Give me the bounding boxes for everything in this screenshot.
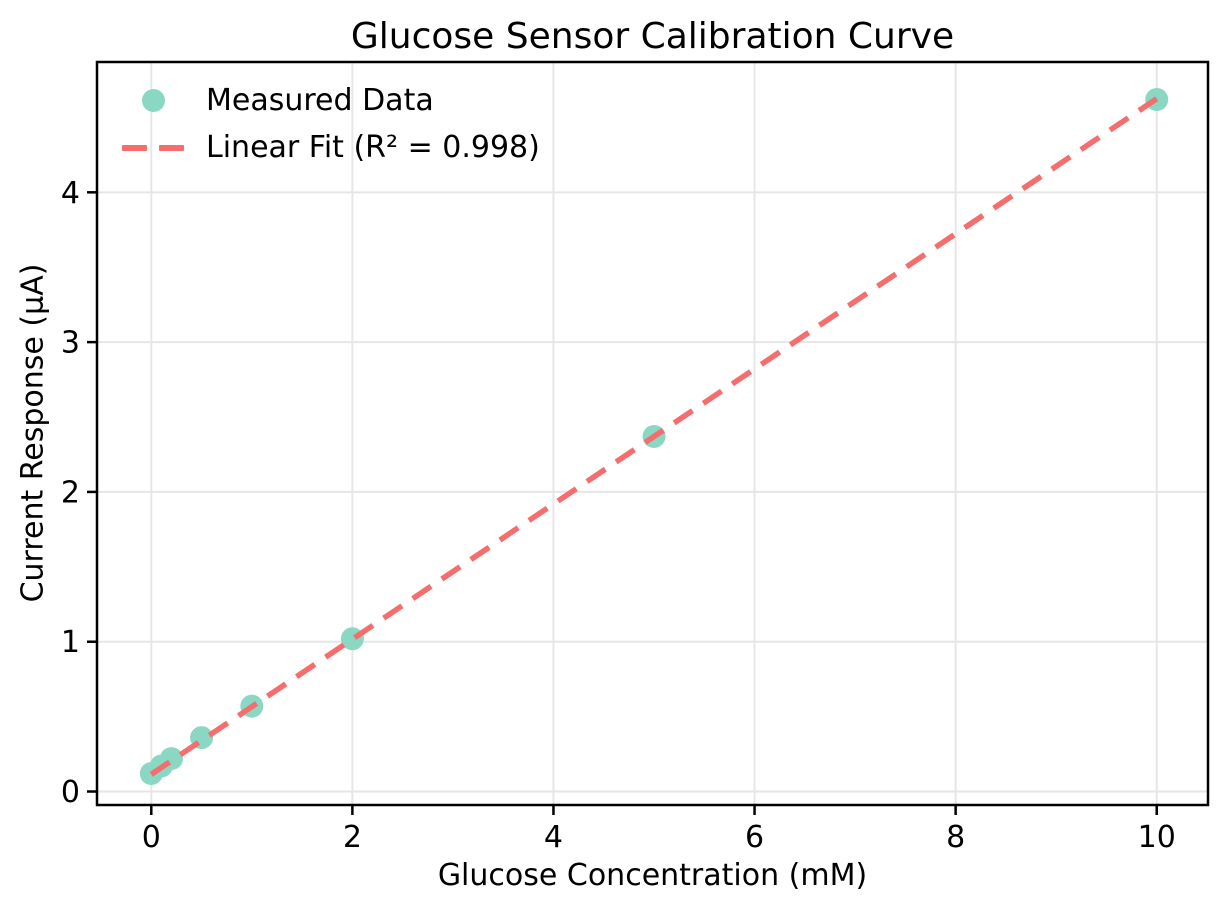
legend: Measured Data Linear Fit (R² = 0.998): [120, 82, 540, 166]
y-tick-label: 4: [61, 176, 80, 211]
linear-fit-line-icon: [122, 144, 184, 151]
legend-label-linear-fit: Linear Fit (R² = 0.998): [206, 130, 540, 165]
fit-line: [149, 96, 1159, 777]
x-tick-label: 6: [745, 820, 764, 855]
x-tick-label: 4: [544, 820, 563, 855]
legend-item-measured-data: Measured Data: [120, 82, 540, 119]
y-tick-label: 2: [61, 475, 80, 510]
legend-label-measured-data: Measured Data: [206, 83, 434, 118]
x-tick-label: 10: [1138, 820, 1176, 855]
legend-swatch: [120, 144, 186, 151]
legend-swatch: [120, 89, 186, 112]
measured-data-marker-icon: [141, 89, 165, 112]
x-tick-label: 2: [343, 820, 362, 855]
y-tick-label: 0: [61, 775, 80, 810]
chart-title: Glucose Sensor Calibration Curve: [350, 16, 955, 57]
x-axis-label: Glucose Concentration (mM): [437, 858, 868, 893]
legend-item-linear-fit: Linear Fit (R² = 0.998): [120, 129, 540, 166]
dash-segment-icon: [159, 144, 184, 151]
x-tick-label: 0: [142, 820, 161, 855]
dash-segment-icon: [122, 144, 147, 151]
x-tick-label: 8: [946, 820, 965, 855]
plot-border: [95, 60, 1210, 807]
y-axis-label: Current Response (μA): [15, 263, 51, 603]
y-tick-label: 1: [61, 625, 80, 660]
y-tick-label: 3: [61, 326, 80, 361]
